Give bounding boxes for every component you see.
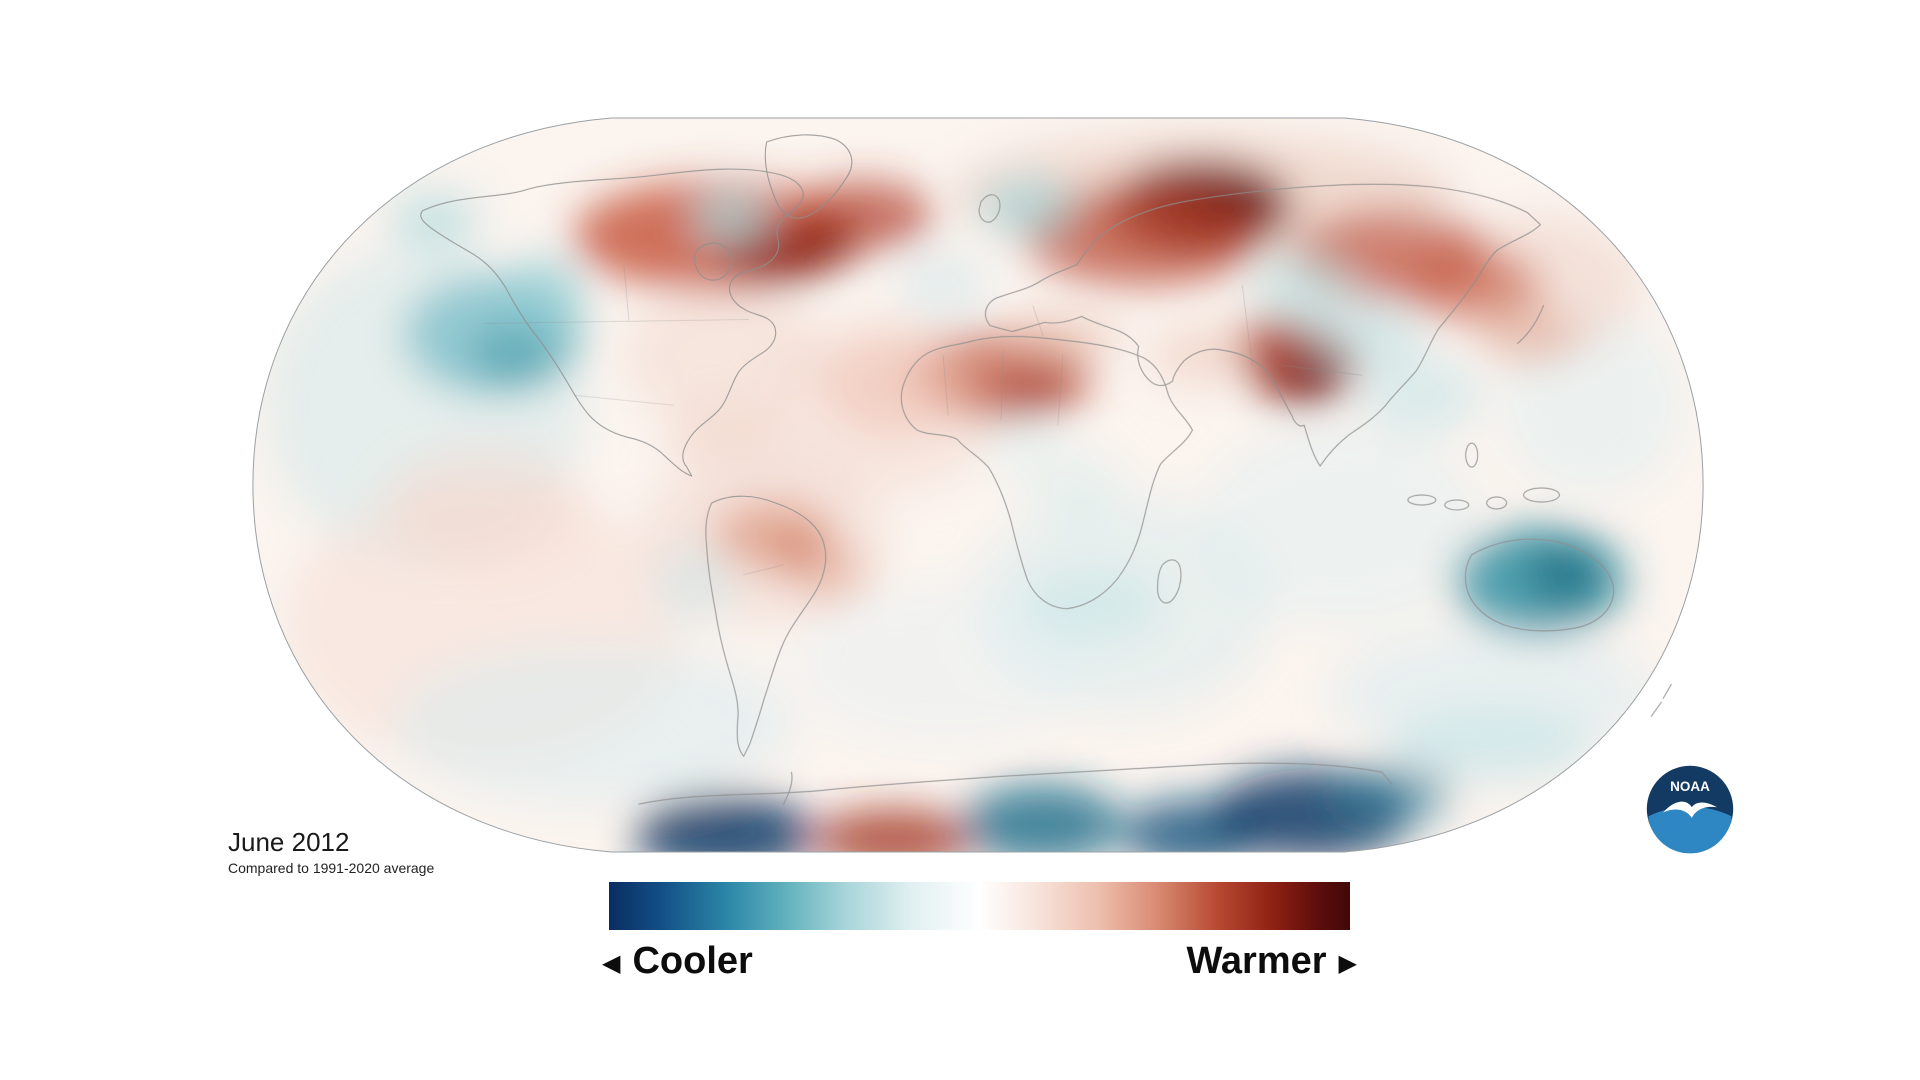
map-title: June 2012	[228, 827, 350, 857]
map-subtitle: Compared to 1991-2020 average	[228, 859, 435, 876]
anomaly-field	[252, 117, 1704, 853]
noaa-emblem: NOAA	[1646, 765, 1734, 854]
cooler-arrow-icon: ◀	[602, 949, 621, 977]
cooler-label: Cooler	[632, 940, 753, 982]
world-map	[244, 106, 1712, 864]
world-map-svg	[252, 117, 1704, 853]
continent-outlines	[420, 134, 1672, 805]
colorbar	[609, 882, 1350, 930]
warmer-arrow-icon: ▶	[1338, 949, 1357, 977]
cooler-legend: ◀ Cooler	[602, 940, 753, 983]
legend-labels: ◀ Cooler Warmer ▶	[602, 940, 1357, 983]
caption: June 2012 Compared to 1991-2020 average	[228, 827, 435, 876]
noaa-logo: NOAA	[1645, 764, 1735, 854]
warmer-label: Warmer	[1186, 940, 1327, 982]
noaa-logo-text: NOAA	[1670, 779, 1710, 794]
noaa-wave	[1648, 806, 1732, 854]
map-outline	[252, 117, 1704, 853]
seagull-icon	[1663, 801, 1717, 818]
warmer-legend: Warmer ▶	[1186, 940, 1357, 983]
